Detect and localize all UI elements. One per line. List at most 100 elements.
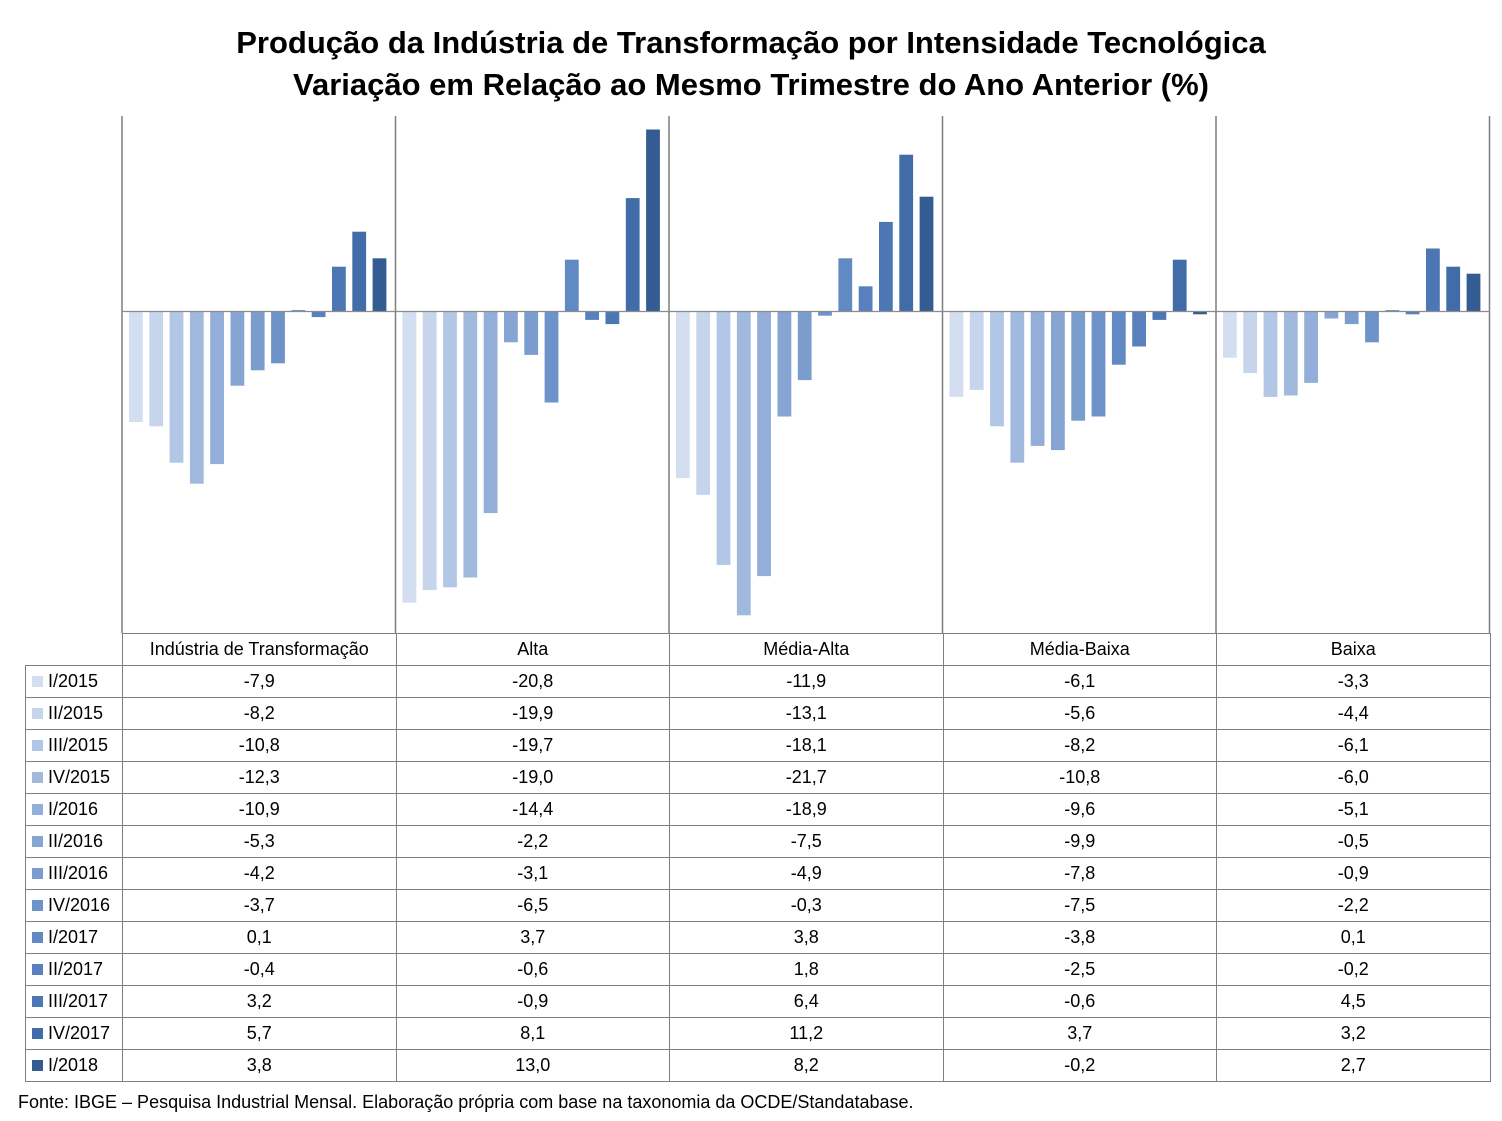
bar-alta-ii-2017	[585, 311, 599, 320]
data-value-cell: -10,8	[942, 761, 1217, 794]
table-row: III/2016 -4,2 -3,1 -4,9 -7,8 -0,9	[25, 857, 1491, 890]
series-legend-cell: IV/2016	[25, 889, 123, 922]
data-value-cell: -11,9	[669, 665, 944, 698]
category-label: Média-Alta	[669, 633, 944, 666]
data-value-cell: -7,5	[669, 825, 944, 858]
bar-alta-i-2015	[402, 311, 417, 603]
bar-m-dia-baixa-iv-2016	[1091, 311, 1106, 417]
bar-ind-stria-de-transforma-o-ii-2017	[311, 311, 326, 318]
bar-baixa-i-2017	[1385, 310, 1400, 312]
data-value-cell: 5,7	[122, 1017, 397, 1050]
series-legend-cell: II/2017	[25, 953, 123, 986]
bar-m-dia-baixa-i-2018	[1193, 311, 1207, 315]
data-value-cell: -6,0	[1216, 761, 1491, 794]
table-row: I/2016 -10,9 -14,4 -18,9 -9,6 -5,1	[25, 793, 1491, 826]
data-value-cell: -0,6	[395, 953, 670, 986]
bar-m-dia-baixa-iv-2017	[1172, 259, 1187, 312]
series-legend-cell: I/2015	[25, 665, 123, 698]
data-value-cell: -0,4	[122, 953, 397, 986]
bar-m-dia-alta-iv-2017	[899, 154, 914, 312]
data-value-cell: -18,1	[669, 729, 944, 762]
bar-ind-stria-de-transforma-o-i-2017	[291, 310, 306, 312]
data-value-cell: -19,9	[395, 697, 670, 730]
data-value-cell: -8,2	[122, 697, 397, 730]
source-note: Fonte: IBGE – Pesquisa Industrial Mensal…	[18, 1092, 914, 1112]
legend-swatch	[32, 932, 43, 943]
bar-ind-stria-de-transforma-o-i-2015	[129, 311, 143, 423]
legend-swatch	[32, 868, 43, 879]
data-value-cell: 3,2	[122, 985, 397, 1018]
data-value-cell: -3,8	[942, 921, 1217, 954]
series-legend-cell: IV/2017	[25, 1017, 123, 1050]
data-value-cell: -21,7	[669, 761, 944, 794]
data-value-cell: 8,1	[395, 1017, 670, 1050]
series-label: III/2015	[48, 735, 109, 755]
bar-baixa-i-2018	[1466, 273, 1481, 312]
data-value-cell: -5,1	[1216, 793, 1491, 826]
legend-swatch	[32, 804, 43, 815]
bar-m-dia-alta-iii-2016	[797, 311, 812, 381]
data-value-cell: -3,1	[395, 857, 670, 890]
data-value-cell: 3,2	[1216, 1017, 1491, 1050]
bar-m-dia-alta-ii-2016	[777, 311, 792, 417]
data-value-cell: -2,5	[942, 953, 1217, 986]
series-label: I/2018	[48, 1055, 99, 1075]
data-value-cell: 3,8	[122, 1049, 397, 1082]
legend-swatch	[32, 676, 43, 687]
bar-baixa-iv-2016	[1365, 311, 1379, 343]
data-value-cell: 13,0	[395, 1049, 670, 1082]
data-value-cell: -14,4	[395, 793, 670, 826]
data-value-cell: -9,6	[942, 793, 1217, 826]
series-label: II/2016	[48, 831, 104, 851]
bar-alta-iii-2015	[443, 311, 457, 588]
data-value-cell: -0,9	[1216, 857, 1491, 890]
data-value-cell: -4,2	[122, 857, 397, 890]
bar-ind-stria-de-transforma-o-i-2018	[372, 258, 387, 312]
category-label: Indústria de Transformação	[122, 633, 397, 666]
bar-ind-stria-de-transforma-o-iii-2017	[332, 266, 346, 312]
data-value-cell: -2,2	[395, 825, 670, 858]
data-value-cell: 3,8	[669, 921, 944, 954]
data-value-cell: -13,1	[669, 697, 944, 730]
bar-m-dia-alta-ii-2017	[858, 286, 873, 312]
bar-m-dia-alta-iv-2016	[818, 311, 832, 316]
bar-m-dia-baixa-iii-2015	[990, 311, 1004, 427]
series-label: I/2016	[48, 799, 99, 819]
data-value-cell: -6,1	[942, 665, 1217, 698]
bar-baixa-i-2015	[1223, 311, 1237, 358]
series-legend-cell: II/2016	[25, 825, 123, 858]
data-value-cell: -7,5	[942, 889, 1217, 922]
bar-alta-iv-2015	[463, 311, 478, 578]
bar-ind-stria-de-transforma-o-iii-2016	[250, 311, 265, 371]
series-legend-cell: II/2015	[25, 697, 123, 730]
data-value-cell: -19,7	[395, 729, 670, 762]
category-label: Baixa	[1216, 633, 1491, 666]
bar-alta-i-2016	[483, 311, 498, 514]
table-row: II/2016 -5,3 -2,2 -7,5 -9,9 -0,5	[25, 825, 1491, 858]
bar-alta-iii-2017	[605, 311, 620, 325]
data-value-cell: 2,7	[1216, 1049, 1491, 1082]
bar-m-dia-alta-i-2018	[919, 196, 934, 312]
series-label: I/2017	[48, 927, 99, 947]
bar-m-dia-baixa-ii-2016	[1051, 311, 1065, 451]
bar-m-dia-alta-i-2017	[838, 258, 853, 312]
bar-ind-stria-de-transforma-o-ii-2015	[149, 311, 164, 427]
data-value-cell: -20,8	[395, 665, 670, 698]
bar-m-dia-alta-iv-2015	[736, 311, 751, 616]
bar-baixa-iii-2016	[1344, 311, 1359, 325]
series-legend-cell: III/2016	[25, 857, 123, 890]
series-label: III/2016	[48, 863, 109, 883]
legend-swatch	[32, 964, 43, 975]
data-value-cell: -7,9	[122, 665, 397, 698]
table-row: II/2015 -8,2 -19,9 -13,1 -5,6 -4,4	[25, 697, 1491, 730]
data-value-cell: -0,5	[1216, 825, 1491, 858]
table-row: II/2017 -0,4 -0,6 1,8 -2,5 -0,2	[25, 953, 1491, 986]
bar-ind-stria-de-transforma-o-iv-2017	[352, 231, 367, 312]
bar-m-dia-alta-ii-2015	[696, 311, 711, 495]
bar-baixa-ii-2017	[1405, 311, 1420, 315]
bar-baixa-iv-2017	[1446, 266, 1461, 312]
bar-m-dia-alta-iii-2015	[716, 311, 731, 565]
legend-swatch	[32, 1028, 43, 1039]
bar-ind-stria-de-transforma-o-iv-2015	[189, 311, 204, 484]
data-value-cell: -18,9	[669, 793, 944, 826]
